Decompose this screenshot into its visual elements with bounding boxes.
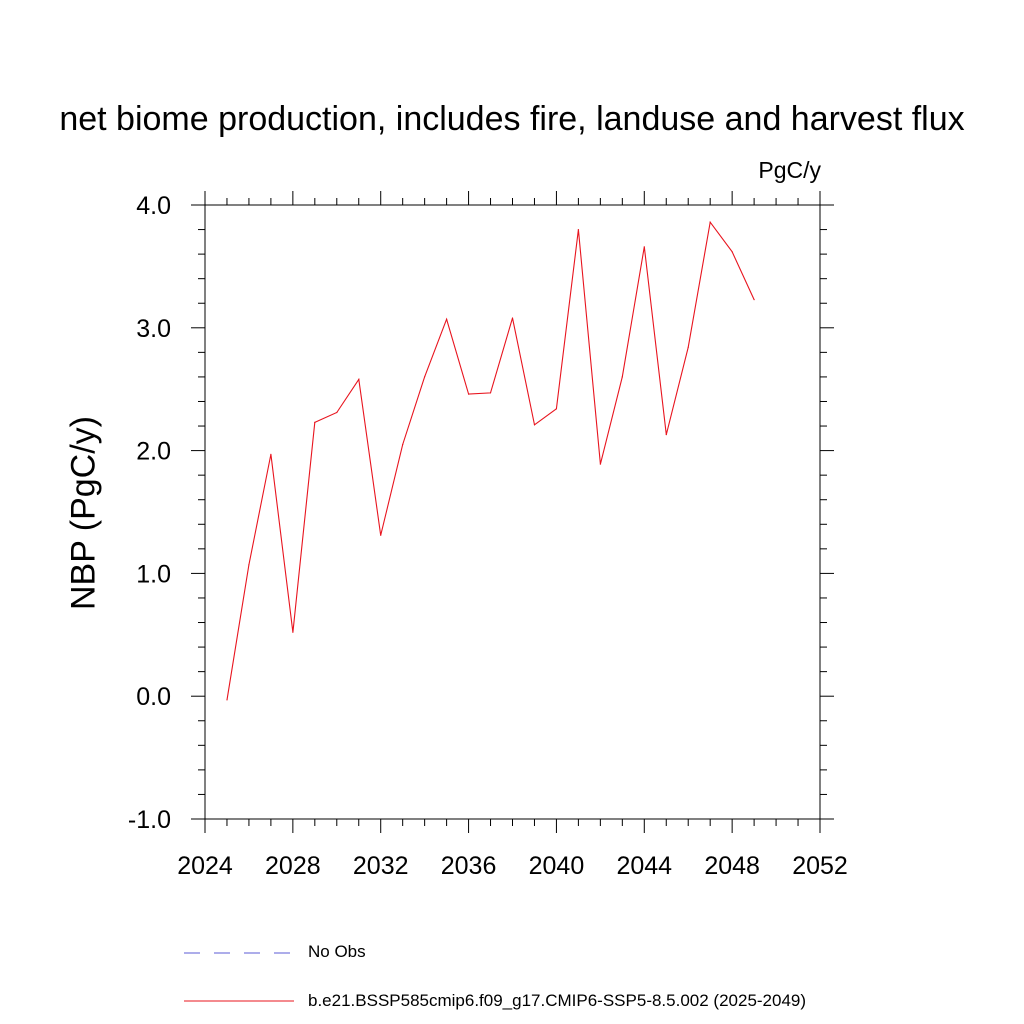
x-tick-label: 2048: [704, 852, 760, 880]
data-point: [533, 424, 536, 426]
x-tick-label: 2036: [441, 852, 497, 880]
data-point: [599, 463, 602, 465]
data-point: [687, 346, 689, 348]
data-point: [292, 631, 294, 633]
data-point: [709, 221, 711, 223]
x-tick-label: 2028: [265, 852, 321, 880]
data-point: [665, 434, 667, 436]
y-tick-label: 1.0: [136, 560, 171, 588]
data-point: [753, 299, 755, 301]
x-tick-label: 2024: [177, 852, 233, 880]
plot-frame: [204, 204, 821, 820]
legend-label-model-run: b.e21.BSSP585cmip6.f09_g17.CMIP6-SSP5-8.…: [308, 991, 807, 1010]
data-point: [621, 376, 623, 378]
data-point: [380, 534, 382, 536]
x-tick-label: 2052: [792, 852, 848, 880]
data-point: [358, 378, 360, 380]
legend-label-no-obs: No Obs: [308, 942, 366, 961]
data-point: [270, 453, 272, 455]
data-point: [248, 564, 250, 566]
data-point: [336, 411, 338, 414]
data-point: [511, 317, 514, 319]
y-tick-label: 0.0: [136, 683, 171, 711]
x-tick-label: 2040: [529, 852, 585, 880]
data-point: [731, 251, 733, 253]
units-label: PgC/y: [758, 157, 821, 183]
data-point: [446, 318, 448, 320]
chart-title: net biome production, includes fire, lan…: [59, 100, 965, 138]
data-point: [468, 393, 470, 395]
data-point: [226, 699, 228, 701]
y-tick-label: 4.0: [136, 192, 171, 220]
data-point: [314, 421, 316, 423]
data-point: [489, 392, 492, 394]
x-tick-label: 2044: [616, 852, 672, 880]
y-tick-label: 2.0: [136, 438, 171, 466]
data-point: [643, 246, 645, 248]
data-point: [424, 376, 426, 378]
data-point: [577, 229, 580, 231]
series-line-1: [226, 220, 755, 700]
y-tick-label: 3.0: [136, 315, 171, 343]
data-point: [402, 443, 404, 446]
x-tick-label: 2032: [353, 852, 409, 880]
y-tick-label: -1.0: [128, 806, 171, 834]
data-point: [555, 408, 558, 410]
